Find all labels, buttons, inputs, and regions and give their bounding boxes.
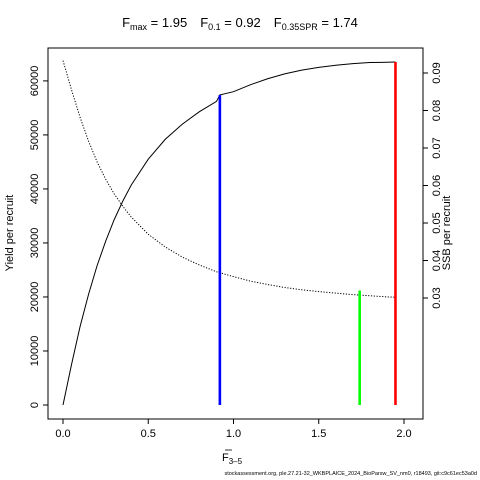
y-axis-left-title: Yield per recruit bbox=[4, 195, 16, 272]
x-tick-label: 2.0 bbox=[396, 428, 411, 440]
title-term-value-1: = 0.92 bbox=[221, 15, 261, 30]
y-axis-right-title: SSB per recruit bbox=[441, 196, 453, 271]
y-right-tick-label: 0.05 bbox=[431, 212, 443, 233]
series-group bbox=[62, 60, 396, 406]
x-axis-title-sub: 3–5 bbox=[229, 457, 243, 466]
y-right-tick-label: 0.03 bbox=[431, 287, 443, 308]
plot-frame bbox=[47, 47, 424, 420]
y-axis-left: 0 10000 20000 30000 40000 50000 60000 bbox=[29, 66, 48, 408]
footer-caption: stockassessment.org, ple.27.21-32_WKBPLA… bbox=[224, 471, 477, 477]
title-text: Fmax = 1.95 F0.1 = 0.92 F0.35SPR = 1.74 bbox=[122, 15, 358, 32]
x-axis-title-base: F bbox=[222, 452, 229, 464]
title-term-sub-2: 0.35SPR bbox=[282, 22, 319, 32]
title-term-sub-0: max bbox=[130, 22, 148, 32]
y-right-tick-label: 0.09 bbox=[431, 62, 443, 83]
y-left-tick-label: 0 bbox=[29, 402, 41, 408]
plot-box bbox=[47, 47, 424, 420]
y-left-tick-label: 30000 bbox=[29, 228, 41, 259]
x-axis: 0.0 0.5 1.0 1.5 2.0 bbox=[55, 419, 412, 440]
y-left-tick-label: 20000 bbox=[29, 282, 41, 313]
y-right-tick-label: 0.06 bbox=[431, 175, 443, 196]
y-right-tick-label: 0.04 bbox=[431, 250, 443, 271]
y-left-tick-label: 60000 bbox=[29, 66, 41, 97]
ssb-per-recruit-line bbox=[62, 60, 396, 298]
y-left-tick-label: 10000 bbox=[29, 336, 41, 367]
x-axis-title: F3–5 bbox=[222, 449, 243, 466]
x-tick-label: 0.0 bbox=[55, 428, 70, 440]
x-axis-title-text: F3–5 bbox=[222, 452, 243, 466]
title-term-value-0: = 1.95 bbox=[147, 15, 187, 30]
y-axis-right: 0.03 0.04 0.05 0.06 0.07 0.08 0.09 bbox=[423, 62, 443, 309]
title-term-0: F bbox=[122, 15, 130, 30]
x-tick-label: 0.5 bbox=[141, 428, 156, 440]
title-term-value-2: = 1.74 bbox=[318, 15, 358, 30]
y-right-tick-label: 0.07 bbox=[431, 137, 443, 158]
title-term-1: F bbox=[200, 15, 208, 30]
x-tick-label: 1.0 bbox=[226, 428, 241, 440]
yield-per-recruit-line bbox=[62, 61, 396, 406]
chart-title: Fmax = 1.95 F0.1 = 0.92 F0.35SPR = 1.74 bbox=[122, 15, 358, 32]
y-left-tick-label: 40000 bbox=[29, 174, 41, 205]
y-right-tick-label: 0.08 bbox=[431, 100, 443, 121]
x-tick-label: 1.5 bbox=[311, 428, 326, 440]
y-left-tick-label: 50000 bbox=[29, 120, 41, 151]
title-term-sub-1: 0.1 bbox=[208, 22, 221, 32]
title-term-2: F bbox=[274, 15, 282, 30]
reference-lines bbox=[218, 62, 397, 405]
